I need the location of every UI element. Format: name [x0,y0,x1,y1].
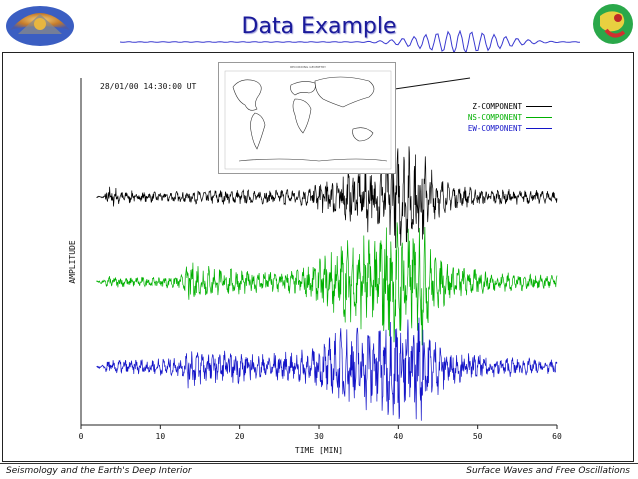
trace-ns-component [96,222,558,346]
globe-model-icon [593,4,633,44]
legend-label-z: Z-COMPONENT [472,102,522,111]
chart-legend: Z-COMPONENT NS-COMPONENT EW-COMPONENT [448,101,552,134]
slide-title: Data Example [241,14,397,39]
y-axis-label: AMPLITUDE [68,240,77,284]
x-tick-label-50: 50 [473,432,483,441]
legend-item-z: Z-COMPONENT [448,101,552,112]
x-tick-label-0: 0 [79,432,84,441]
slide-header: Data Example [0,0,638,54]
x-axis-label: TIME [MIN] [295,446,343,455]
recording-date: 28/01/00 14:30:00 UT [100,82,197,91]
seismogram-decoration [120,30,580,54]
map-caption: RECORDING GEOMETRY [290,65,326,69]
footer-course-title: Seismology and the Earth's Deep Interior [6,466,192,476]
legend-item-ns: NS-COMPONENT [448,112,552,123]
legend-swatch-z [526,106,552,107]
x-tick-label-60: 60 [552,432,562,441]
world-map-inset: RECORDING GEOMETRY [218,62,396,174]
slide-footer: Seismology and the Earth's Deep Interior… [0,463,638,479]
x-tick-label-10: 10 [156,432,166,441]
trace-z-component [96,146,558,249]
earth-cutaway-logo [6,6,74,46]
trace-ew-component [96,317,558,421]
x-tick-label-20: 20 [235,432,245,441]
legend-swatch-ew [526,128,552,129]
legend-item-ew: EW-COMPONENT [448,123,552,134]
legend-swatch-ns [526,117,552,118]
map-pointer-arrow [387,77,471,91]
legend-label-ew: EW-COMPONENT [467,124,522,133]
x-tick-label-30: 30 [314,432,324,441]
x-tick-label-40: 40 [394,432,404,441]
world-map-outline [224,70,392,170]
legend-label-ns: NS-COMPONENT [467,113,522,122]
footer-section-title: Surface Waves and Free Oscillations [466,466,630,476]
